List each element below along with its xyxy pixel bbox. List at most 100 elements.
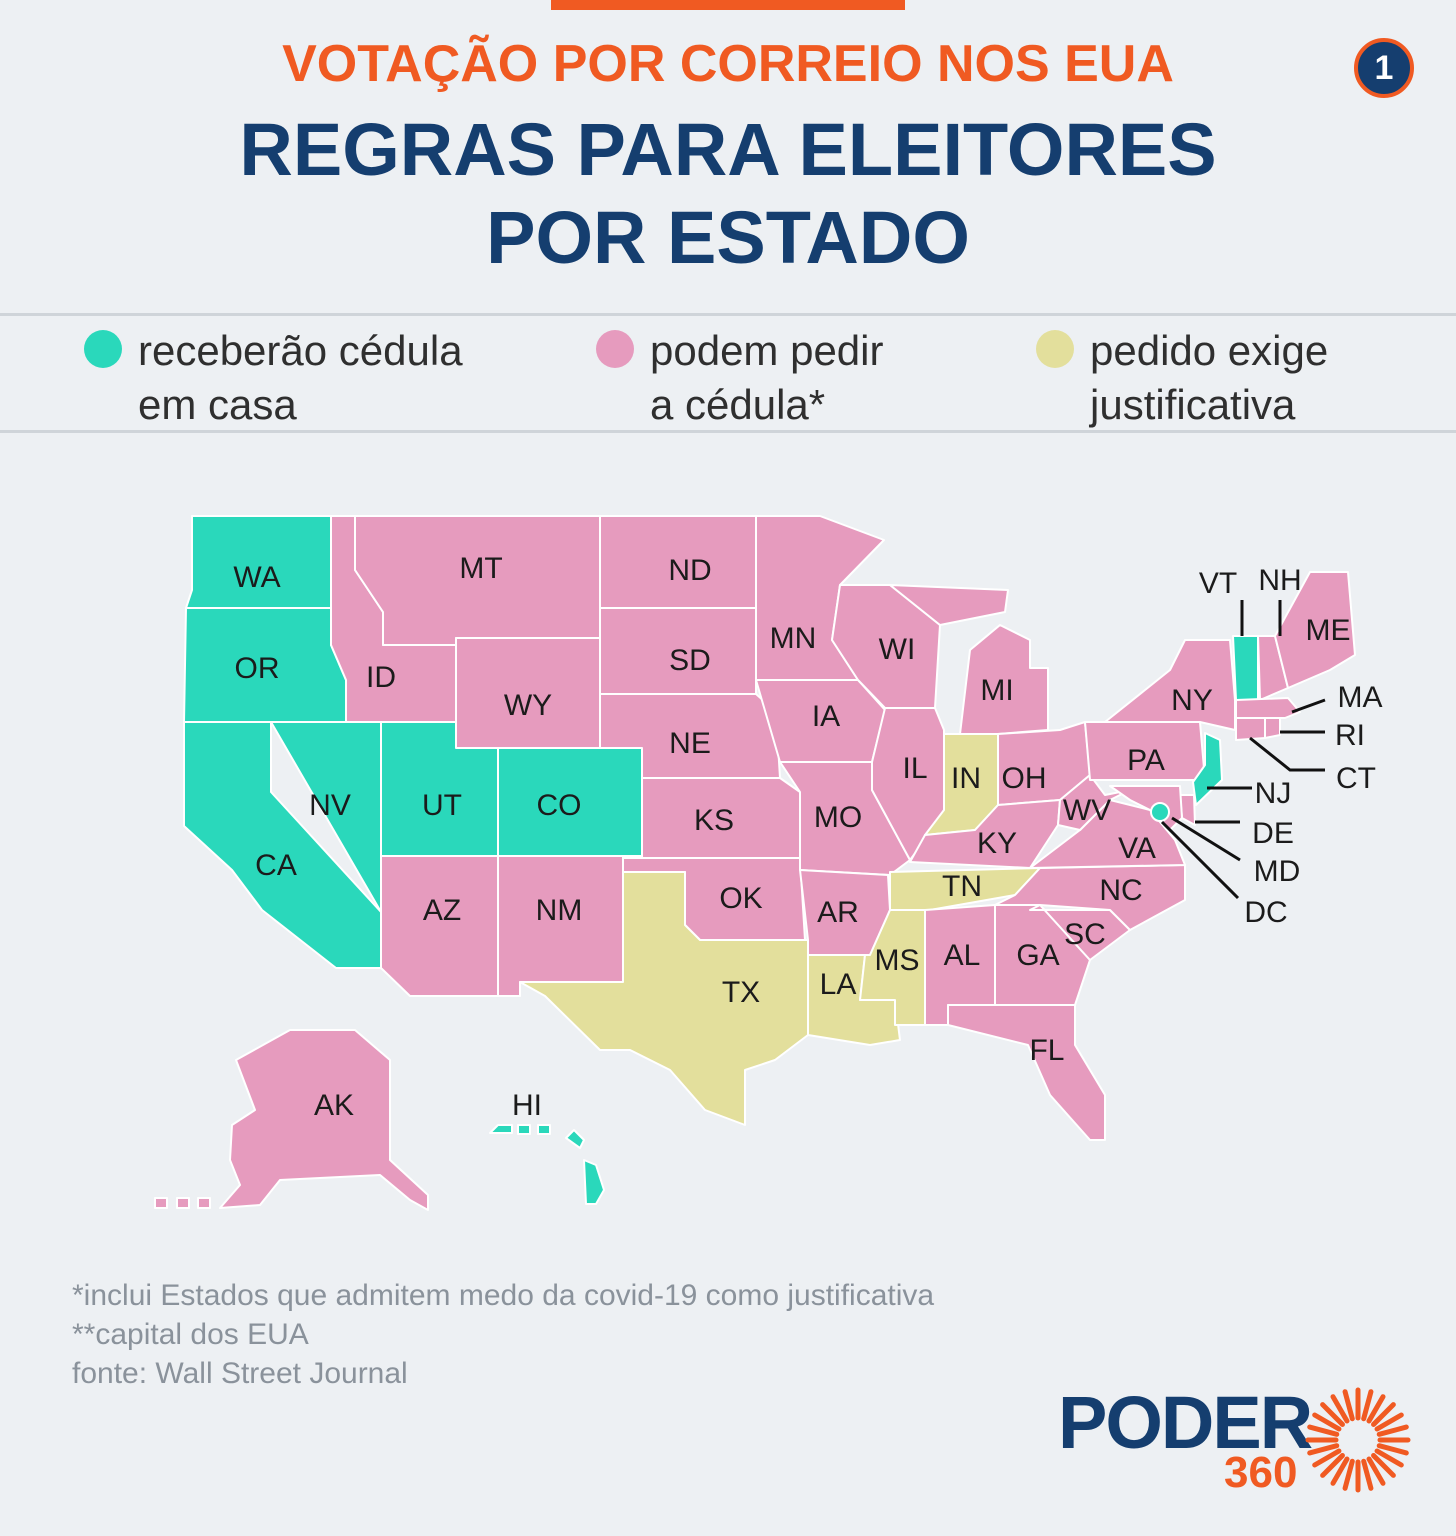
state-az <box>380 855 499 997</box>
page-number-badge: 1 <box>1354 38 1414 98</box>
label-ar: AR <box>817 896 859 929</box>
label-co: CO <box>537 789 582 822</box>
label-vt: VT <box>1199 567 1237 600</box>
footnote-covid: *inclui Estados que admitem medo da covi… <box>72 1279 935 1312</box>
sun-ray <box>1307 1424 1340 1437</box>
label-mt: MT <box>459 552 502 585</box>
state-hi-island <box>583 1159 605 1205</box>
state-ak-island <box>197 1197 211 1209</box>
label-wy: WY <box>504 689 552 722</box>
legend-swatch-pink <box>596 330 634 368</box>
title-line-2: POR ESTADO <box>486 196 970 279</box>
label-ok: OK <box>719 882 762 915</box>
state-tn <box>889 867 1041 911</box>
legend-top-divider <box>0 313 1456 316</box>
state-ca <box>183 721 382 969</box>
state-nj <box>1192 732 1223 806</box>
state-ct <box>1235 717 1266 741</box>
sun-ray <box>1330 1456 1350 1486</box>
footnote-source: fonte: Wall Street Journal <box>72 1357 408 1390</box>
label-sd: SD <box>669 644 711 677</box>
state-tx <box>519 871 809 1126</box>
label-sc: SC <box>1064 918 1106 951</box>
label-or: OR <box>235 652 280 685</box>
sun-ray <box>1361 1389 1374 1422</box>
state-vt <box>1232 635 1259 701</box>
label-oh: OH <box>1002 762 1047 795</box>
state-ak-island <box>176 1197 190 1209</box>
sun-ray <box>1312 1412 1342 1432</box>
sun-ray <box>1330 1394 1350 1424</box>
sun-ray <box>1320 1453 1345 1478</box>
label-in: IN <box>951 762 981 795</box>
label-wi: WI <box>879 633 916 666</box>
sun-ray <box>1371 1453 1396 1478</box>
sun-ray <box>1312 1448 1342 1468</box>
state-hi-island <box>537 1124 551 1135</box>
state-ri <box>1264 717 1281 739</box>
sun-ray <box>1371 1402 1396 1427</box>
label-ak: AK <box>314 1089 354 1122</box>
label-ct: CT <box>1336 762 1376 795</box>
label-ga: GA <box>1016 939 1059 972</box>
sun-ray <box>1342 1458 1355 1491</box>
legend-bottom-divider <box>0 430 1456 433</box>
label-nd: ND <box>668 554 711 587</box>
label-ut: UT <box>422 789 462 822</box>
label-al: AL <box>944 939 981 972</box>
sun-ray <box>1366 1456 1386 1486</box>
label-nc: NC <box>1099 874 1142 907</box>
logo-number: 360 <box>1224 1448 1298 1497</box>
state-hi-island <box>517 1124 531 1135</box>
state-mi <box>889 584 1009 626</box>
legend-label: a cédula* <box>650 381 826 428</box>
label-ky: KY <box>977 827 1017 860</box>
legend-label: em casa <box>138 381 297 428</box>
label-nj: NJ <box>1255 777 1292 810</box>
label-wa: WA <box>233 561 280 594</box>
state-ma <box>1235 697 1301 719</box>
label-ca: CA <box>255 849 297 882</box>
top-accent-bar <box>551 0 905 10</box>
label-tx: TX <box>722 976 760 1009</box>
label-ri: RI <box>1335 719 1365 752</box>
callout-lines <box>1160 600 1326 900</box>
label-pa: PA <box>1127 744 1165 777</box>
label-de: DE <box>1252 817 1294 850</box>
footnotes: *inclui Estados que admitem medo da covi… <box>72 1276 934 1393</box>
label-mi: MI <box>980 674 1013 707</box>
sun-icon <box>1305 1387 1411 1493</box>
sun-ray <box>1342 1389 1355 1422</box>
legend-label: podem pedir <box>650 327 884 374</box>
logo-wordmark: PODER <box>1058 1381 1313 1464</box>
footnote-capital: **capital dos EUA <box>72 1318 309 1351</box>
label-tn: TN <box>942 870 982 903</box>
label-ms: MS <box>875 944 920 977</box>
label-wv: WV <box>1063 794 1111 827</box>
state-dc <box>1150 802 1170 822</box>
state-ny <box>1104 639 1236 731</box>
state-fl <box>947 1004 1106 1141</box>
legend-label: justificativa <box>1090 381 1296 428</box>
sun-ray <box>1307 1443 1340 1456</box>
label-ks: KS <box>694 804 734 837</box>
label-fl: FL <box>1029 1034 1064 1067</box>
label-nm: NM <box>536 894 583 927</box>
sun-ray <box>1374 1448 1404 1468</box>
state-ak <box>219 1029 429 1211</box>
label-va: VA <box>1118 832 1156 865</box>
sun-ray <box>1374 1412 1404 1432</box>
label-mo: MO <box>814 801 862 834</box>
label-nv: NV <box>309 789 351 822</box>
legend-label: receberão cédula <box>138 327 463 374</box>
label-ia: IA <box>812 700 840 733</box>
state-ak-island <box>154 1197 168 1209</box>
state-hi-island <box>489 1124 513 1134</box>
label-la: LA <box>820 968 857 1001</box>
poder360-logo: PODER 360 <box>1058 1380 1428 1500</box>
label-ne: NE <box>669 727 711 760</box>
label-il: IL <box>902 752 927 785</box>
state-hi-island <box>565 1129 585 1149</box>
legend-swatch-yellow <box>1036 330 1074 368</box>
state-me <box>1274 571 1356 689</box>
